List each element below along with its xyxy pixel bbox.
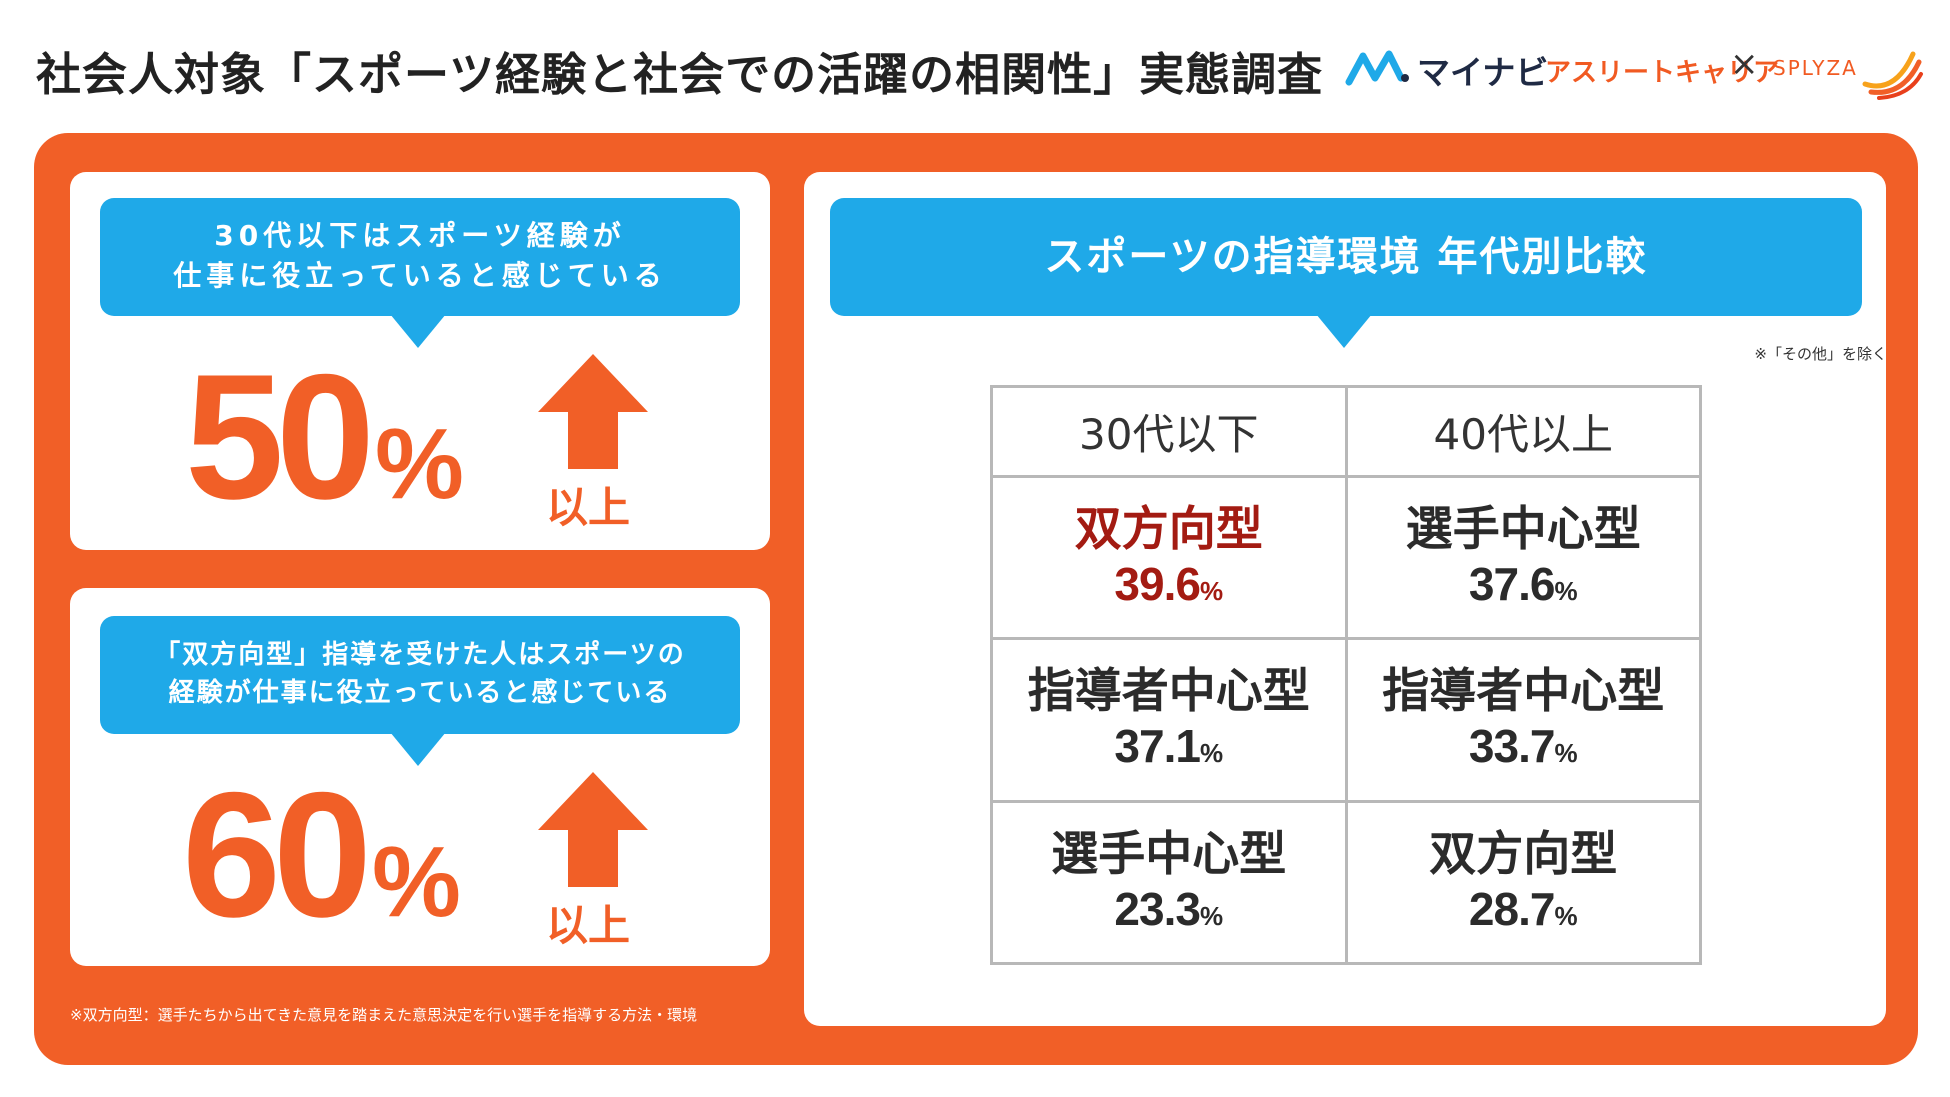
logo-cross: × bbox=[1730, 44, 1759, 84]
logo-splyza-text: SPLYZA bbox=[1773, 56, 1858, 80]
cell-type: 選手中心型 bbox=[1051, 826, 1287, 882]
stat-2-bubble-line-1: 「双方向型」指導を受けた人はスポーツの bbox=[154, 640, 686, 670]
stat-1-bubble-tail bbox=[390, 314, 446, 348]
mynavi-logo-mark-icon bbox=[1345, 50, 1409, 86]
comparison-title: スポーツの指導環境 年代別比較 bbox=[1044, 234, 1648, 280]
stat-1-qualifier: 以上 bbox=[546, 483, 631, 532]
comparison-note: ※「その他」を除く bbox=[1754, 345, 1887, 363]
cell-type: 双方向型 bbox=[1429, 826, 1618, 882]
logo-athlete-career-text: アスリートキャリア bbox=[1545, 58, 1780, 88]
cell-type: 選手中心型 bbox=[1405, 502, 1641, 558]
table-row: 指導者中心型 37.1% 指導者中心型 33.7% bbox=[990, 637, 1702, 803]
table-row: 選手中心型 23.3% 双方向型 28.7% bbox=[990, 799, 1702, 966]
stat-2-bubble-tail bbox=[390, 732, 446, 766]
footnote: ※双方向型：選手たちから出てきた意見を踏まえた意思決定を行い選手を指導する方法・… bbox=[70, 1006, 698, 1024]
stat-2-percent-sign: % bbox=[372, 826, 461, 938]
table-cell: 指導者中心型 33.7% bbox=[1344, 637, 1702, 803]
logo-area: マイナビ アスリートキャリア × SPLYZA bbox=[1345, 38, 1925, 108]
stat-1-percent-sign: % bbox=[375, 408, 464, 520]
table-cell: 指導者中心型 37.1% bbox=[990, 637, 1348, 803]
comparison-title-bubble: スポーツの指導環境 年代別比較 bbox=[830, 198, 1862, 316]
cell-type: 双方向型 bbox=[1074, 502, 1263, 558]
stat-1-bubble-line-1: 30代以下はスポーツ経験が bbox=[214, 219, 626, 252]
comparison-table: 30代以下 40代以上 双方向型 39.6% 選手中心型 37.6% 指導者中心… bbox=[990, 385, 1702, 966]
stat-1-bubble: 30代以下はスポーツ経験が 仕事に役立っていると感じている bbox=[100, 198, 740, 316]
table-cell: 双方向型 39.6% bbox=[990, 474, 1348, 641]
column-header-40s-and-over: 40代以上 bbox=[1344, 385, 1702, 478]
page-title: 社会人対象「スポーツ経験と社会での活躍の相関性」実態調査 bbox=[36, 48, 1324, 101]
table-row: 双方向型 39.6% 選手中心型 37.6% bbox=[990, 474, 1702, 641]
stat-2-value: 60% bbox=[182, 766, 461, 944]
cell-value: 33.7% bbox=[1468, 720, 1578, 773]
stat-2-number: 60 bbox=[182, 755, 372, 954]
stat-1-number: 50 bbox=[185, 337, 375, 536]
stat-1-value: 50% bbox=[185, 348, 464, 526]
stat-1-bubble-line-2: 仕事に役立っていると感じている bbox=[173, 259, 667, 292]
column-header-30s-and-under: 30代以下 bbox=[990, 385, 1348, 478]
table-cell: 双方向型 28.7% bbox=[1344, 799, 1702, 966]
comparison-bubble-tail bbox=[1316, 314, 1372, 348]
cell-value: 23.3% bbox=[1114, 882, 1224, 935]
table-cell: 選手中心型 23.3% bbox=[990, 799, 1348, 966]
cell-value: 28.7% bbox=[1468, 882, 1578, 935]
stat-2-up-arrow-icon bbox=[538, 772, 648, 887]
cell-type: 指導者中心型 bbox=[1382, 664, 1665, 720]
stat-2-bubble-line-2: 経験が仕事に役立っていると感じている bbox=[168, 678, 672, 708]
table-header-row: 30代以下 40代以上 bbox=[990, 385, 1702, 478]
logo-mynavi-text: マイナビ bbox=[1417, 53, 1549, 92]
stat-1-up-arrow-icon bbox=[538, 354, 648, 469]
cell-type: 指導者中心型 bbox=[1027, 664, 1310, 720]
stat-2-qualifier: 以上 bbox=[546, 901, 631, 950]
cell-value: 39.6% bbox=[1114, 558, 1224, 611]
stat-2-bubble: 「双方向型」指導を受けた人はスポーツの 経験が仕事に役立っていると感じている bbox=[100, 616, 740, 734]
splyza-swirl-icon bbox=[1862, 51, 1923, 100]
table-cell: 選手中心型 37.6% bbox=[1344, 474, 1702, 641]
cell-value: 37.1% bbox=[1114, 720, 1224, 773]
cell-value: 37.6% bbox=[1468, 558, 1578, 611]
